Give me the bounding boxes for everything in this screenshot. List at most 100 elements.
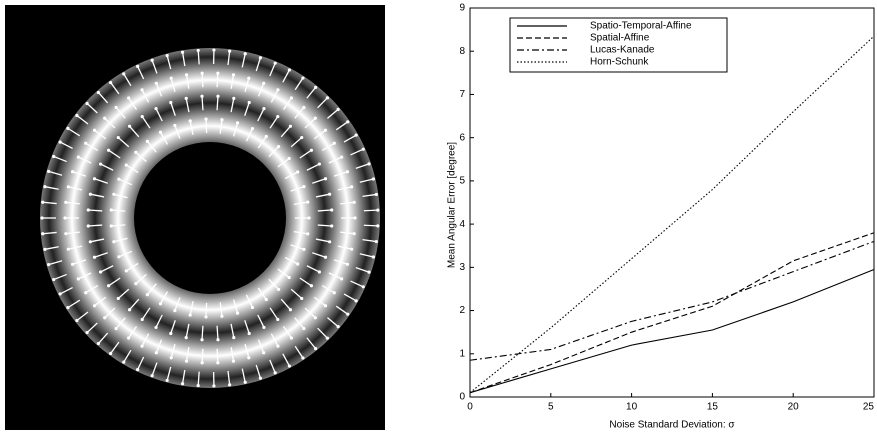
flow-arrow	[201, 96, 204, 111]
flow-arrow	[90, 193, 105, 198]
flow-arrow	[189, 120, 194, 135]
flow-arrow-head	[114, 105, 118, 110]
plot-frame	[469, 7, 875, 398]
flow-arrow	[174, 125, 181, 139]
y-axis-label: Mean Angular Error [degree]	[447, 142, 458, 268]
flow-arrow	[53, 273, 67, 281]
flow-arrow	[335, 305, 349, 315]
flow-arrow-head	[92, 177, 97, 181]
flow-arrow-head	[264, 297, 268, 302]
legend-label: Lucas-Kanade	[590, 45, 655, 56]
flow-arrow-head	[145, 293, 149, 297]
flow-arrow-head	[250, 305, 255, 310]
flow-arrow-head	[231, 359, 236, 363]
flow-arrow-head	[288, 124, 293, 128]
y-tick-label: 3	[459, 262, 465, 273]
flow-arrow-head	[287, 156, 291, 161]
flow-arrow	[268, 278, 280, 290]
flow-arrow-head	[154, 351, 158, 355]
flow-arrow	[257, 136, 267, 149]
flow-arrow	[290, 244, 305, 250]
flow-arrow	[359, 178, 374, 183]
flow-arrow	[216, 325, 219, 340]
flow-arrow-head	[64, 232, 68, 236]
flow-arrow	[328, 272, 342, 280]
flow-arrow	[304, 117, 316, 129]
flow-arrow	[146, 283, 157, 296]
flow-arrow	[241, 368, 246, 383]
flow-arrow	[118, 250, 133, 258]
flow-arrow	[88, 209, 103, 212]
flow-arrow-head	[76, 277, 81, 281]
flow-arrow	[111, 224, 126, 227]
flow-arrow	[257, 108, 265, 122]
flow-arrow-head	[317, 162, 322, 166]
flow-arrow	[312, 252, 326, 258]
flow-arrow-head	[41, 200, 45, 204]
flow-arrow-head	[43, 185, 47, 189]
flow-arrow	[185, 347, 190, 362]
flow-arrow-head	[216, 361, 220, 365]
flow-arrow-head	[169, 331, 173, 336]
flow-arrow-head	[64, 200, 68, 204]
flow-arrow-head	[361, 285, 365, 289]
flow-arrow-head	[302, 326, 306, 331]
flow-arrow-head	[75, 318, 79, 323]
flow-arrow-head	[367, 162, 371, 166]
flow-arrow	[282, 97, 292, 110]
flow-arrow	[113, 237, 128, 243]
flow-arrow	[128, 97, 138, 110]
flow-arrow-head	[169, 356, 173, 360]
flow-arrow-head	[70, 262, 75, 266]
flow-arrow-head	[276, 344, 280, 348]
flow-arrow-head	[58, 292, 62, 296]
flow-arrow	[350, 148, 364, 156]
flow-arrow-head	[376, 208, 380, 212]
flow-arrow-head	[76, 155, 81, 159]
flow-arrow	[363, 224, 378, 227]
flow-arrow	[343, 134, 357, 143]
flow-arrow	[72, 259, 87, 265]
flow-arrow-head	[287, 68, 292, 72]
flow-arrow-head	[313, 116, 317, 120]
flow-arrow	[151, 362, 158, 376]
flow-arrow-head	[212, 384, 216, 388]
flow-arrow-head	[136, 368, 140, 372]
flow-arrow-head	[243, 52, 247, 56]
y-tick-label: 2	[459, 305, 465, 316]
flow-arrow	[42, 231, 57, 235]
flow-arrow	[111, 209, 126, 212]
flow-arrow-head	[276, 88, 280, 92]
flow-arrow	[197, 50, 200, 65]
flow-arrow-head	[63, 216, 67, 220]
flow-arrow	[159, 131, 169, 145]
flow-arrow-head	[276, 114, 280, 119]
x-tick-label: 5	[548, 402, 554, 413]
flow-arrow-head	[306, 232, 310, 236]
flow-arrow-head	[47, 169, 51, 173]
flow-arrow	[270, 89, 279, 103]
flow-arrow	[327, 317, 339, 328]
x-tick-label: 25	[863, 402, 875, 413]
flow-arrow-head	[106, 284, 111, 288]
flow-arrow-head	[276, 317, 280, 322]
flow-arrow-head	[228, 49, 232, 53]
flow-arrow-head	[109, 208, 113, 212]
x-tick-label: 0	[467, 402, 473, 413]
flow-arrow	[155, 314, 163, 328]
flow-arrow	[135, 273, 147, 285]
flow-arrow	[59, 287, 73, 295]
flow-arrow-head	[350, 247, 354, 251]
flow-arrow	[227, 51, 231, 66]
flow-arrow	[333, 259, 348, 265]
flow-arrow	[155, 108, 163, 122]
flow-arrow	[117, 288, 130, 299]
flow-arrow	[312, 178, 326, 184]
flow-arrow	[68, 186, 83, 191]
flow-arrow-head	[188, 119, 192, 123]
flow-arrow-head	[243, 380, 247, 384]
flow-arrow	[359, 253, 374, 258]
flow-arrow	[85, 142, 99, 152]
flow-arrow	[76, 114, 89, 125]
flow-arrow-head	[180, 50, 185, 54]
